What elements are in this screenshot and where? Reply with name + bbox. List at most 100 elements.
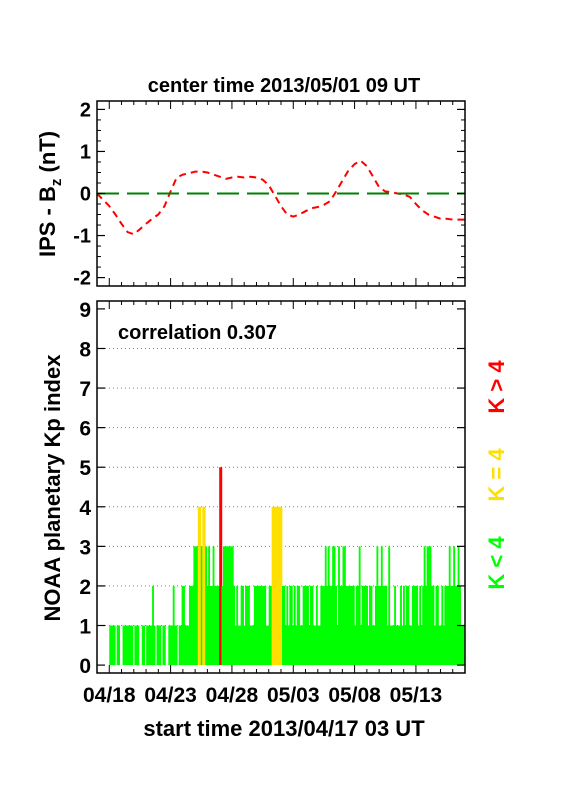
kp-bar bbox=[416, 585, 419, 666]
kp-bar bbox=[317, 625, 320, 666]
kp-bar bbox=[175, 625, 178, 666]
kp-legend-entry: K = 4 bbox=[484, 448, 509, 502]
kp-bar bbox=[351, 585, 354, 666]
kp-y-tick-label: 8 bbox=[79, 338, 91, 361]
kp-bar bbox=[333, 546, 336, 666]
kp-bar bbox=[199, 506, 202, 666]
kp-bar bbox=[420, 625, 423, 666]
kp-bar bbox=[339, 585, 342, 666]
ips-bz-y-ticks: 2 1 0 -1 -2 bbox=[73, 99, 465, 290]
kp-bar bbox=[215, 585, 218, 666]
kp-bar bbox=[441, 585, 444, 666]
kp-bar bbox=[143, 625, 146, 666]
kp-bar bbox=[330, 585, 333, 666]
kp-bar bbox=[290, 585, 293, 666]
kp-bar bbox=[327, 546, 330, 666]
kp-bar bbox=[432, 585, 435, 666]
kp-bar bbox=[311, 585, 314, 666]
kp-bar bbox=[279, 506, 281, 666]
kp-legend-entry: K < 4 bbox=[484, 536, 509, 590]
kp-x-tick-label: 04/18 bbox=[83, 684, 136, 707]
kp-bar bbox=[171, 625, 174, 666]
kp-bar bbox=[206, 585, 209, 666]
kp-bar bbox=[205, 546, 208, 666]
correlation-annotation: correlation 0.307 bbox=[118, 322, 277, 344]
kp-bar bbox=[450, 585, 453, 666]
kp-y-tick-label: 3 bbox=[79, 536, 91, 559]
kp-bar bbox=[131, 625, 134, 666]
ips-bz-plot-area bbox=[96, 159, 465, 236]
kp-bar bbox=[208, 546, 211, 666]
kp-x-tick-label: 04/28 bbox=[206, 684, 259, 707]
kp-bar bbox=[246, 585, 249, 666]
ips-bz-x-ticks bbox=[108, 101, 466, 286]
kp-bar bbox=[230, 546, 233, 666]
kp-bar bbox=[448, 546, 451, 666]
kp-bar bbox=[315, 585, 318, 666]
kp-bar bbox=[422, 585, 425, 666]
kp-bar bbox=[228, 546, 231, 666]
kp-bar bbox=[128, 625, 131, 666]
kp-bar bbox=[231, 546, 234, 666]
kp-bar bbox=[113, 625, 116, 666]
kp-bar bbox=[439, 625, 442, 666]
kp-bar bbox=[202, 506, 205, 666]
kp-bar bbox=[343, 546, 346, 666]
kp-bar bbox=[379, 585, 382, 666]
kp-bar bbox=[386, 625, 389, 666]
kp-bar bbox=[222, 546, 225, 666]
kp-bar bbox=[444, 585, 447, 666]
kp-bar bbox=[252, 625, 255, 666]
kp-bar bbox=[186, 625, 188, 666]
kp-bar bbox=[217, 585, 219, 666]
kp-bar bbox=[332, 546, 335, 666]
kp-bar bbox=[277, 506, 280, 666]
kp-bar bbox=[301, 625, 304, 666]
ips-bz-panel: center time 2013/05/01 09 UT 2 1 0 -1 -2 IPS… bbox=[35, 75, 466, 290]
kp-bar bbox=[342, 546, 345, 666]
ips-bz-y-tick-label: -2 bbox=[73, 268, 91, 290]
kp-bar bbox=[304, 585, 306, 666]
kp-bar bbox=[363, 585, 366, 666]
kp-bar bbox=[147, 625, 150, 666]
kp-bar bbox=[296, 585, 299, 666]
kp-bar bbox=[321, 585, 324, 666]
top-chart-title: center time 2013/05/01 09 UT bbox=[148, 75, 420, 97]
ips-bz-y-tick-label: 1 bbox=[80, 141, 91, 163]
kp-bar bbox=[394, 585, 397, 666]
kp-bar bbox=[352, 585, 355, 666]
kp-bar bbox=[447, 585, 450, 666]
kp-bar bbox=[453, 546, 456, 666]
kp-x-tick-label: 05/03 bbox=[267, 684, 320, 707]
kp-bar bbox=[237, 625, 240, 666]
kp-bar bbox=[280, 506, 283, 666]
kp-bar bbox=[283, 585, 286, 666]
kp-bar bbox=[116, 625, 119, 666]
kp-bar bbox=[323, 585, 326, 666]
kp-bar bbox=[112, 625, 115, 666]
kp-bar bbox=[129, 625, 132, 666]
kp-bar bbox=[445, 585, 448, 666]
kp-bar bbox=[380, 546, 383, 666]
kp-bar bbox=[360, 625, 363, 666]
kp-bar bbox=[413, 585, 416, 666]
kp-bar bbox=[191, 585, 194, 666]
kp-bar bbox=[200, 546, 203, 666]
kp-y-tick-label: 5 bbox=[79, 457, 91, 480]
kp-bar bbox=[124, 625, 126, 666]
kp-bar bbox=[211, 585, 213, 666]
kp-bar bbox=[249, 625, 252, 666]
kp-bar bbox=[451, 585, 454, 666]
kp-bar bbox=[398, 625, 401, 666]
kp-bar bbox=[234, 625, 237, 666]
kp-bar bbox=[310, 585, 312, 666]
kp-bar bbox=[267, 625, 270, 666]
kp-bar bbox=[253, 585, 256, 666]
kp-x-ticks: 04/18 04/23 04/28 05/03 05/08 05/13 bbox=[83, 301, 466, 707]
kp-bar bbox=[295, 625, 298, 666]
kp-bar bbox=[419, 585, 422, 666]
kp-bar bbox=[134, 625, 137, 666]
kp-bar bbox=[273, 506, 275, 666]
kp-bar bbox=[188, 585, 191, 666]
kp-bar bbox=[240, 585, 243, 666]
